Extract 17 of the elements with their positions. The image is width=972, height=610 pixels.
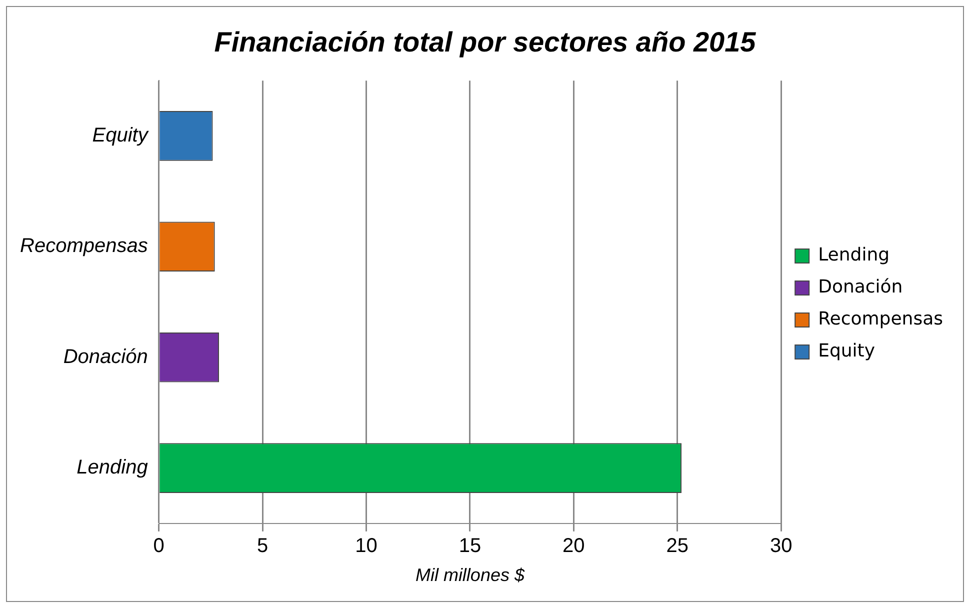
x-tick-label: 15 <box>458 534 482 557</box>
y-tick-label: Equity <box>92 124 149 147</box>
x-axis-title: Mil millones $ <box>415 565 526 586</box>
chart-title: Financiación total por sectores año 2015 <box>214 26 756 58</box>
x-tick-label: 30 <box>770 534 792 557</box>
legend-label: Recompensas <box>818 308 944 330</box>
legend-label: Lending <box>818 244 890 266</box>
x-tick-label: 0 <box>153 534 164 557</box>
y-tick-label: Lending <box>76 456 148 479</box>
legend-label: Equity <box>818 340 876 362</box>
x-tick-label: 20 <box>562 534 585 557</box>
x-tick-label: 25 <box>666 534 689 557</box>
y-tick-label: Recompensas <box>20 235 148 258</box>
y-tick-label: Donación <box>63 346 148 368</box>
x-tick-label: 10 <box>355 534 378 557</box>
x-tick-label: 5 <box>256 534 268 557</box>
legend-label: Donación <box>818 276 903 298</box>
